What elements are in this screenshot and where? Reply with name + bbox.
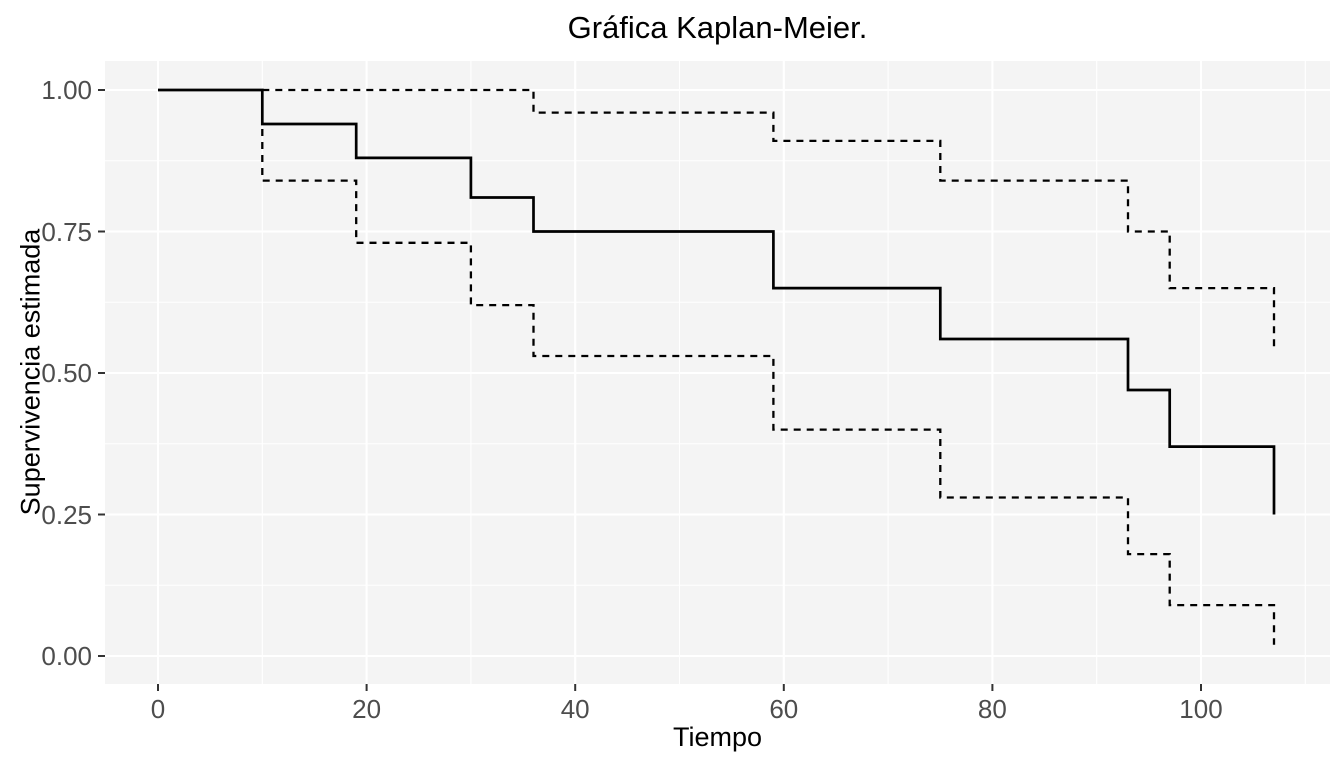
y-tick-label: 1.00: [41, 75, 92, 105]
x-tick-label: 80: [977, 694, 1007, 724]
x-tick-label: 0: [150, 694, 166, 724]
y-tick-label: 0.25: [41, 499, 92, 530]
x-tick-label: 60: [769, 694, 799, 724]
x-tick-label: 20: [352, 694, 382, 724]
x-axis-title: Tiempo: [672, 722, 763, 752]
major-gridlines: [105, 61, 1330, 684]
chart-title: Gráfica Kaplan-Meier.: [567, 10, 868, 45]
x-tick-label: 100: [1179, 694, 1223, 724]
x-tick-label: 40: [560, 694, 590, 724]
ci-lower-curve: [261, 90, 1276, 645]
km-survival-curve: [158, 88, 1276, 515]
y-axis-title: Supervivencia estimada: [15, 228, 46, 516]
minor-gridlines: [105, 61, 1330, 684]
y-tick-label: 0.00: [41, 641, 92, 671]
ci-upper-curve: [262, 88, 1276, 351]
axis-tick-marks: [98, 89, 1202, 691]
y-tick-label: 0.75: [41, 216, 92, 247]
y-tick-label: 0.50: [41, 358, 92, 388]
